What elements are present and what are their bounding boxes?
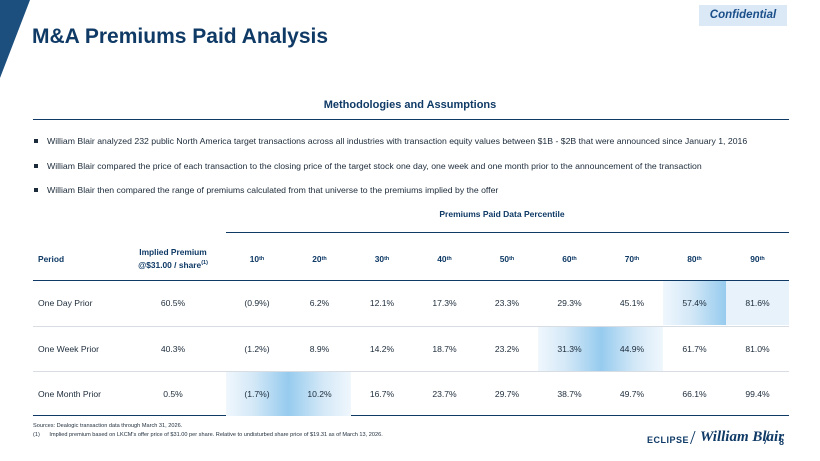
corner-accent [0,0,30,78]
footnote-text: Implied premium based on LKCM's offer pr… [49,432,383,438]
highlight-band [538,327,601,371]
bullet-item: William Blair then compared the range of… [33,184,793,209]
percentile-cell: 23.7% [432,389,457,399]
percentile-cell: 18.7% [432,344,457,354]
bullet-square-icon [34,163,38,168]
bullet-text: William Blair compared the price of each… [47,160,702,171]
eclipse-logo: ECLIPSE [647,435,690,445]
bullet-text: William Blair then compared the range of… [47,185,499,195]
percentile-group-header: Premiums Paid Data Percentile [439,209,565,219]
methodology-bullets: William Blair analyzed 232 public North … [33,135,793,209]
bullet-square-icon [34,139,38,143]
percentile-cell: (0.9%) [244,298,270,308]
percentile-cell: 17.3% [432,298,457,308]
bullet-item: William Blair analyzed 232 public North … [33,135,793,160]
percentile-cell: 81.0% [745,344,770,354]
percentile-cell: 6.2% [309,298,330,308]
row-period: One Week Prior [38,344,99,354]
implied-premium-cell: 60.5% [160,298,186,308]
row-divider [33,371,789,372]
logo-slash-icon: / [690,427,696,449]
col-header-period: Period [38,254,65,264]
row-period: One Month Prior [38,389,102,399]
implied-premium-cell: 40.3% [160,344,186,354]
methodology-heading: Methodologies and Assumptions [323,99,497,111]
col-header-implied-line1: Implied Premium [139,247,207,258]
sources-note: Sources: Dealogic transaction data throu… [33,423,183,429]
percentile-cell: 31.3% [557,344,582,354]
percentile-cell: 23.2% [494,344,520,354]
bullet-item: William Blair compared the price of each… [33,160,793,185]
percentile-cell: 81.6% [745,298,770,308]
percentile-cell: 29.3% [557,298,582,308]
implied-premium-cell: 0.5% [163,389,183,399]
footnote-number: (1) [33,432,40,438]
percentile-cell: (1.2%) [244,344,270,354]
highlight-band [601,327,663,371]
percentile-cell: 99.4% [745,389,770,399]
percentile-cell: 8.9% [309,344,330,354]
percentile-cell: 49.7% [619,389,645,399]
footnote-marker: (1) [201,260,208,267]
row-period: One Day Prior [38,298,93,308]
percentile-cell: 16.7% [369,389,395,399]
percentile-cell: (1.7%) [244,389,270,399]
col-header-implied: Implied Premium @$31.00 / share(1) [126,238,220,280]
william-blair-logo: William Blair [700,429,785,445]
percentile-cell: 23.3% [494,298,520,308]
table-header-rule [33,280,789,281]
percentile-cell: 66.1% [682,389,707,399]
highlight-band [726,281,789,325]
page-number: 8 [779,437,785,447]
bullet-square-icon [34,188,38,192]
highlight-band [663,281,726,325]
percentile-cell: 14.2% [369,344,395,354]
confidential-badge: Confidential [699,5,787,26]
footnote-1: (1) Implied premium based on LKCM's offe… [33,432,383,438]
table-bottom-rule [33,415,789,416]
percentile-cell: 45.1% [619,298,645,308]
highlight-band [288,372,351,416]
percentile-header-rule [226,232,789,233]
percentile-cell: 61.7% [682,344,707,354]
percentile-cell: 29.7% [494,389,520,399]
row-divider [33,326,789,327]
col-header-implied-line2: @$31.00 / share(1) [138,259,208,270]
percentile-cell: 10.2% [307,389,332,399]
highlight-band [226,372,288,416]
methodology-rule [33,119,789,120]
percentile-cell: 12.1% [369,298,395,308]
logo-slash-icon: / [764,427,770,449]
page-title: M&A Premiums Paid Analysis [32,25,329,48]
bullet-text: William Blair analyzed 232 public North … [47,136,748,146]
percentile-cell: 44.9% [619,344,645,354]
percentile-cell: 57.4% [682,298,707,308]
percentile-cell: 38.7% [557,389,582,399]
